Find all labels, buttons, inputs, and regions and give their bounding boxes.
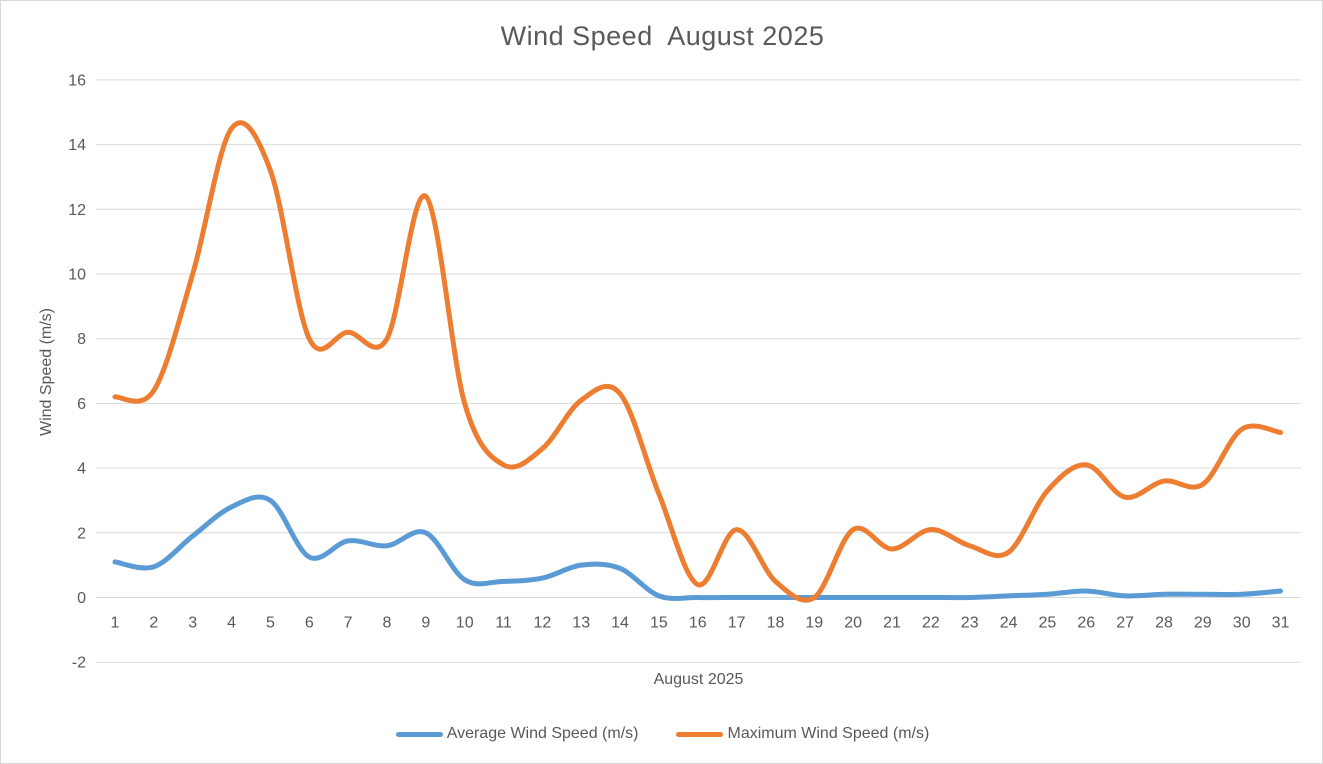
y-tick-label: 6	[77, 396, 86, 413]
x-tick-label: 10	[456, 615, 474, 632]
x-tick-label: 8	[382, 615, 391, 632]
gridlines	[96, 79, 1301, 663]
x-tick-label: 15	[650, 615, 668, 632]
legend-label-maximum: Maximum Wind Speed (m/s)	[727, 725, 930, 742]
x-tick-label: 11	[495, 615, 512, 632]
x-tick-label: 18	[767, 615, 785, 632]
y-tick-label: 0	[77, 590, 86, 607]
y-tick-label: 16	[68, 72, 86, 89]
maximum-series-line	[112, 120, 1283, 603]
x-tick-label: 20	[844, 615, 862, 632]
x-tick-label: 24	[1000, 615, 1018, 632]
x-tick-label: 29	[1194, 615, 1212, 632]
chart-title: Wind Speed August 2025	[500, 21, 825, 51]
legend-item-maximum: Maximum Wind Speed (m/s)	[676, 725, 929, 743]
legend-item-average: Average Wind Speed (m/s)	[395, 725, 639, 743]
x-tick-label: 2	[149, 615, 158, 632]
y-tick-label: 4	[77, 461, 86, 478]
x-tick-label: 30	[1233, 615, 1251, 632]
x-axis-tick-labels: 1 2 3 4 5 6 7 8 9 10 11 12 13 14 15 16 17 18 19 20 21 22 23 24 2…	[111, 615, 1290, 632]
y-tick-label: -2	[72, 655, 86, 672]
x-tick-label: 19	[805, 615, 823, 632]
x-tick-label: 25	[1039, 615, 1057, 632]
x-tick-label: 14	[611, 615, 629, 632]
x-tick-label: 7	[344, 615, 353, 632]
y-tick-label: 12	[68, 202, 86, 219]
legend: Average Wind Speed (m/s) Maximum Wind Sp…	[1, 725, 1322, 743]
y-tick-label: 2	[77, 525, 86, 542]
average-series-line	[112, 494, 1283, 601]
y-tick-label: 10	[68, 267, 86, 284]
x-tick-label: 17	[728, 615, 746, 632]
x-tick-label: 28	[1155, 615, 1173, 632]
x-tick-label: 6	[305, 615, 314, 632]
x-tick-label: 9	[421, 615, 430, 632]
x-axis-title: August 2025	[653, 671, 744, 688]
y-tick-label: 14	[68, 137, 86, 154]
average-series-swatch	[395, 731, 443, 737]
x-tick-label: 22	[922, 615, 940, 632]
y-axis-tick-labels: 16 14 12 10 8 6 4 2 0 -2	[68, 72, 86, 671]
x-tick-label: 13	[572, 615, 590, 632]
x-tick-label: 1	[111, 615, 120, 632]
x-tick-label: 12	[534, 615, 552, 632]
y-tick-label: 8	[77, 331, 86, 348]
x-tick-label: 3	[188, 615, 197, 632]
x-tick-label: 23	[961, 615, 979, 632]
x-tick-label: 26	[1077, 615, 1095, 632]
x-tick-label: 21	[883, 615, 901, 632]
legend-label-average: Average Wind Speed (m/s)	[446, 725, 639, 742]
x-tick-label: 31	[1272, 615, 1290, 632]
x-tick-label: 16	[689, 615, 707, 632]
maximum-series-swatch	[676, 731, 724, 737]
y-axis-title: Wind Speed (m/s)	[38, 307, 55, 437]
x-tick-label: 27	[1116, 615, 1134, 632]
x-tick-label: 4	[227, 615, 236, 632]
x-tick-label: 5	[266, 615, 275, 632]
